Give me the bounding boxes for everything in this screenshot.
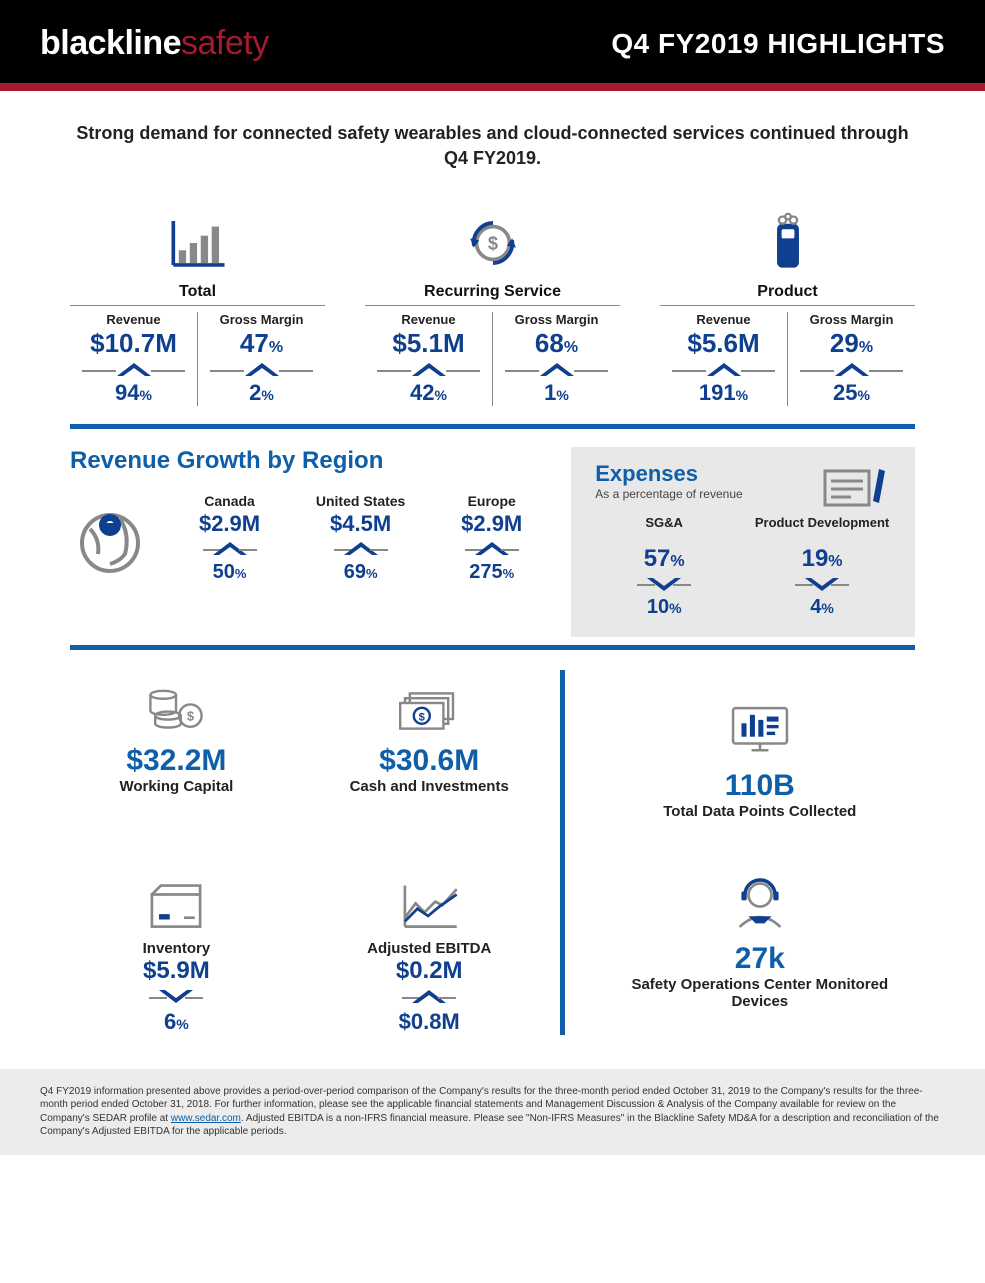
stat-label: Total Data Points Collected <box>605 803 915 820</box>
box-icon <box>70 866 283 932</box>
region-value: $2.9M <box>178 511 281 537</box>
device-icon <box>660 205 915 275</box>
cash-icon: $ <box>323 670 536 736</box>
stat-label: Working Capital <box>70 778 283 795</box>
stat-adjusted-ebitda: Adjusted EBITDA $0.2M $0.8M <box>323 866 536 1035</box>
expenses-subtitle: As a percentage of revenue <box>595 487 742 501</box>
metric-total: Total Revenue $10.7M 94% Gross Margin 47… <box>70 205 325 406</box>
stat-safety-operations-center-monitored-devices: 27k Safety Operations Center Monitored D… <box>605 868 915 1011</box>
operator-icon <box>605 868 915 934</box>
region-title: Revenue Growth by Region <box>70 447 543 475</box>
stat-label: Adjusted EBITDA <box>323 940 536 957</box>
metric-recurring service: $ Recurring Service Revenue $5.1M 42% Gr… <box>365 205 620 406</box>
metric-label: Revenue <box>76 312 191 327</box>
region-canada: Canada $2.9M 50% <box>178 493 281 584</box>
metric-change: 191% <box>666 380 781 406</box>
bottom-left-grid: $ $32.2M Working Capital $ $30.6M Cash a… <box>70 670 536 1035</box>
expenses-title: Expenses <box>595 461 742 487</box>
stat-value: 27k <box>605 942 915 976</box>
stat-label: Safety Operations Center Monitored Devic… <box>605 976 915 1011</box>
region-columns: Canada $2.9M 50% United States $4.5M 69%… <box>178 493 543 584</box>
expense-label: Product Development <box>753 516 891 544</box>
region-europe: Europe $2.9M 275% <box>440 493 543 584</box>
metric-value: 47% <box>204 329 319 358</box>
metric-change: 25% <box>794 380 909 406</box>
revenue-by-region: Revenue Growth by Region Canada $2.9M 50… <box>70 447 571 637</box>
region-label: Canada <box>178 493 281 509</box>
metric-change: 2% <box>204 380 319 406</box>
dollar-cycle-icon: $ <box>365 205 620 275</box>
region-change: 50% <box>178 561 281 584</box>
region-label: Europe <box>440 493 543 509</box>
expense-change: 4% <box>753 596 891 619</box>
footnote: Q4 FY2019 information presented above pr… <box>0 1069 985 1155</box>
region-change: 69% <box>309 561 412 584</box>
monitor-icon <box>605 695 915 761</box>
metric-label: Revenue <box>371 312 486 327</box>
page-title: Q4 FY2019 HIGHLIGHTS <box>611 28 945 60</box>
metric-title: Product <box>660 283 915 306</box>
metric-value: $10.7M <box>76 329 191 358</box>
expense-change: 10% <box>595 596 733 619</box>
top-metrics: Total Revenue $10.7M 94% Gross Margin 47… <box>70 205 915 406</box>
stat-label: Inventory <box>70 940 283 957</box>
notepad-icon <box>821 461 891 516</box>
metric-value: 29% <box>794 329 909 358</box>
expense-value: 57% <box>595 546 733 572</box>
stat-change: 6% <box>70 1009 283 1035</box>
line-chart-icon <box>323 866 536 932</box>
expense-sg-a: SG&A 57% 10% <box>595 516 733 619</box>
stat-value: 110B <box>605 769 915 803</box>
stat-total-data-points-collected: 110B Total Data Points Collected <box>605 695 915 820</box>
divider <box>70 424 915 429</box>
coins-icon: $ <box>70 670 283 736</box>
stat-cash-and-investments: $ $30.6M Cash and Investments <box>323 670 536 839</box>
metric-value: 68% <box>499 329 614 358</box>
divider <box>70 645 915 650</box>
expense-value: 19% <box>753 546 891 572</box>
stat-label: Cash and Investments <box>323 778 536 795</box>
expense-product-development: Product Development 19% 4% <box>753 516 891 619</box>
subheading: Strong demand for connected safety weara… <box>70 121 915 171</box>
metric-label: Gross Margin <box>794 312 909 327</box>
stat-value: $30.6M <box>323 744 536 778</box>
stat-value: $32.2M <box>70 744 283 778</box>
expenses-columns: SG&A 57% 10% Product Development 19% 4% <box>595 516 891 619</box>
logo: blacklinesafety <box>40 24 269 63</box>
stat-value: $5.9M <box>70 957 283 985</box>
bar-chart-icon <box>70 205 325 275</box>
metric-label: Gross Margin <box>499 312 614 327</box>
svg-text:$: $ <box>487 233 497 254</box>
bottom-right-col: 110B Total Data Points Collected 27k Saf… <box>560 670 915 1035</box>
svg-text:$: $ <box>419 712 426 724</box>
svg-text:$: $ <box>187 709 194 724</box>
metric-change: 94% <box>76 380 191 406</box>
metric-value: $5.1M <box>371 329 486 358</box>
sedar-link[interactable]: www.sedar.com <box>171 1113 241 1124</box>
stat-value: $0.2M <box>323 957 536 985</box>
region-united states: United States $4.5M 69% <box>309 493 412 584</box>
metric-change: 42% <box>371 380 486 406</box>
expenses: Expenses As a percentage of revenue SG&A… <box>571 447 915 637</box>
stat-inventory: Inventory $5.9M 6% <box>70 866 283 1035</box>
accent-bar <box>0 83 985 91</box>
metric-title: Recurring Service <box>365 283 620 306</box>
globe-icon <box>70 493 160 584</box>
stat-change: $0.8M <box>323 1009 536 1035</box>
region-value: $2.9M <box>440 511 543 537</box>
logo-bold: blackline <box>40 24 181 62</box>
metric-product: Product Revenue $5.6M 191% Gross Margin … <box>660 205 915 406</box>
metric-value: $5.6M <box>666 329 781 358</box>
region-label: United States <box>309 493 412 509</box>
header: blacklinesafety Q4 FY2019 HIGHLIGHTS <box>0 0 985 83</box>
metric-label: Revenue <box>666 312 781 327</box>
stat-working-capital: $ $32.2M Working Capital <box>70 670 283 839</box>
metric-change: 1% <box>499 380 614 406</box>
metric-label: Gross Margin <box>204 312 319 327</box>
logo-light: safety <box>181 24 269 62</box>
region-change: 275% <box>440 561 543 584</box>
metric-title: Total <box>70 283 325 306</box>
expense-label: SG&A <box>595 516 733 544</box>
region-value: $4.5M <box>309 511 412 537</box>
